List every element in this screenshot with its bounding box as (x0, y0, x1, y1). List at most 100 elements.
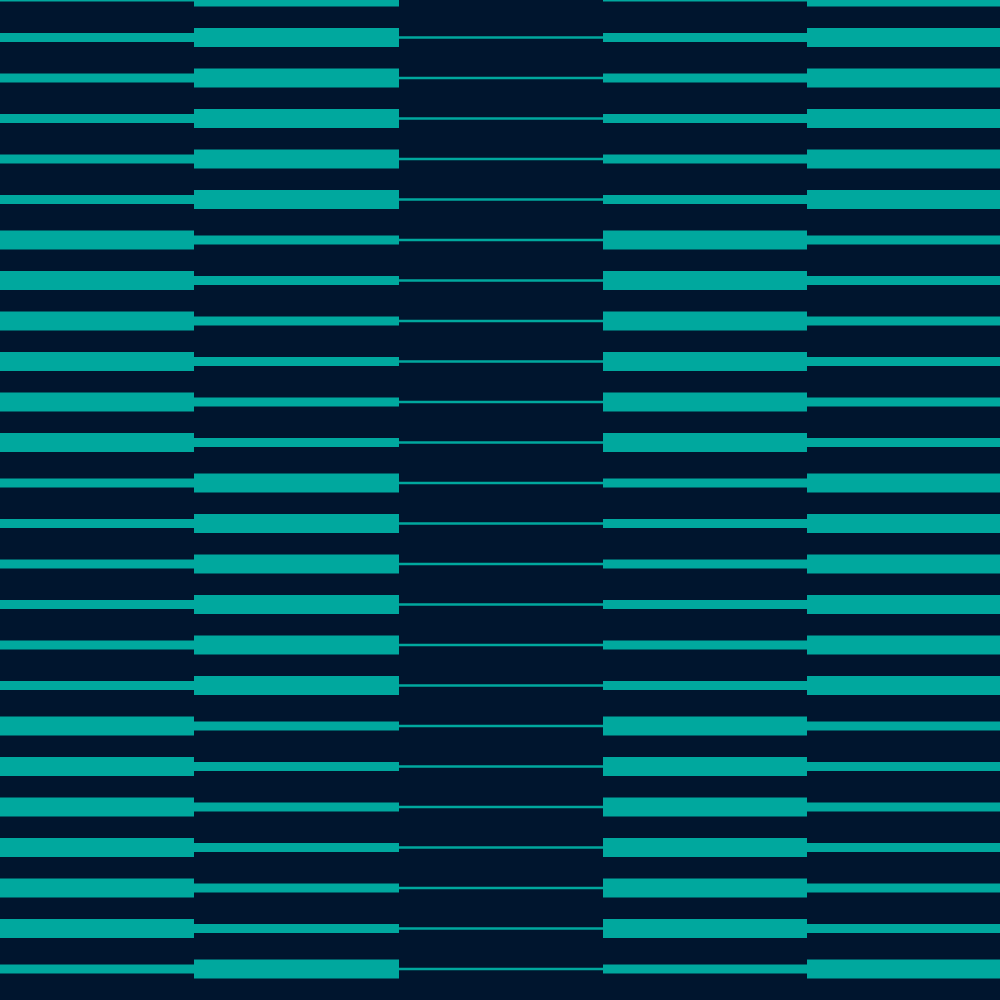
stripe (603, 33, 807, 42)
stripe (0, 433, 194, 452)
stripe (399, 238, 603, 242)
stripe (194, 68, 399, 88)
stripe (0, 73, 194, 83)
stripe (0, 757, 194, 776)
stripe (0, 33, 194, 42)
stripe (194, 316, 399, 326)
stripe (0, 559, 194, 569)
stripe (807, 721, 1000, 731)
stripe (807, 959, 1000, 979)
stripe (194, 190, 399, 209)
stripe (603, 640, 807, 650)
stripe (0, 519, 194, 528)
stripe (0, 919, 194, 938)
stripe (194, 0, 399, 7)
stripe (0, 311, 194, 331)
stripe (194, 357, 399, 366)
stripe (0, 478, 194, 488)
stripe (399, 481, 603, 485)
stripe (0, 271, 194, 290)
stripe (399, 157, 603, 161)
stripe (603, 478, 807, 488)
stripe (807, 235, 1000, 245)
stripe (807, 397, 1000, 407)
stripe (399, 36, 603, 39)
stripe (194, 721, 399, 731)
stripe (0, 878, 194, 898)
stripe (603, 519, 807, 528)
stripe (807, 149, 1000, 169)
stripe (603, 716, 807, 736)
stripe (194, 473, 399, 493)
stripe (603, 600, 807, 609)
stripe (0, 681, 194, 690)
stripe (194, 109, 399, 128)
stripe (194, 635, 399, 655)
stripe (0, 838, 194, 857)
stripe (603, 878, 807, 898)
stripe (807, 190, 1000, 209)
stripe (399, 684, 603, 687)
stripe (399, 603, 603, 606)
stripe (807, 109, 1000, 128)
stripe (807, 28, 1000, 47)
stripe (0, 230, 194, 250)
stripe (807, 357, 1000, 366)
stripe (194, 276, 399, 285)
stripe (399, 76, 603, 80)
stripe (603, 681, 807, 690)
stripe (0, 716, 194, 736)
stripe (399, 441, 603, 444)
stripe (194, 924, 399, 933)
stripe (194, 843, 399, 852)
stripe (0, 640, 194, 650)
stripe (807, 843, 1000, 852)
stripe (194, 676, 399, 695)
stripe (603, 964, 807, 974)
stripe (603, 757, 807, 776)
stripe (603, 230, 807, 250)
stripe (399, 927, 603, 930)
stripe (603, 311, 807, 331)
stripe (194, 802, 399, 812)
stripe (807, 595, 1000, 614)
stripe (399, 360, 603, 363)
stripe (194, 762, 399, 771)
stripe (807, 676, 1000, 695)
stripe (194, 595, 399, 614)
stripe (807, 514, 1000, 533)
stripe (807, 924, 1000, 933)
stripe (194, 883, 399, 893)
stripe (0, 797, 194, 817)
stripe (603, 195, 807, 204)
stripe (603, 271, 807, 290)
stripe (603, 919, 807, 938)
stripe (807, 276, 1000, 285)
stripe (603, 114, 807, 123)
stripe (603, 0, 807, 2)
stripe (807, 554, 1000, 574)
stripe (0, 352, 194, 371)
stripe (0, 0, 194, 2)
stripe (399, 886, 603, 890)
stripe (807, 473, 1000, 493)
stripe (399, 724, 603, 728)
stripe (603, 352, 807, 371)
stripe (399, 522, 603, 525)
stripe (807, 68, 1000, 88)
stripe (194, 149, 399, 169)
stripe (807, 762, 1000, 771)
stripe (603, 559, 807, 569)
stripe (194, 554, 399, 574)
stripe (807, 0, 1000, 7)
stripe (194, 959, 399, 979)
stripe (0, 154, 194, 164)
stripe (807, 883, 1000, 893)
stripe (399, 279, 603, 282)
stripe (194, 28, 399, 47)
stripe (0, 964, 194, 974)
stripe (399, 198, 603, 201)
stripe (0, 392, 194, 412)
